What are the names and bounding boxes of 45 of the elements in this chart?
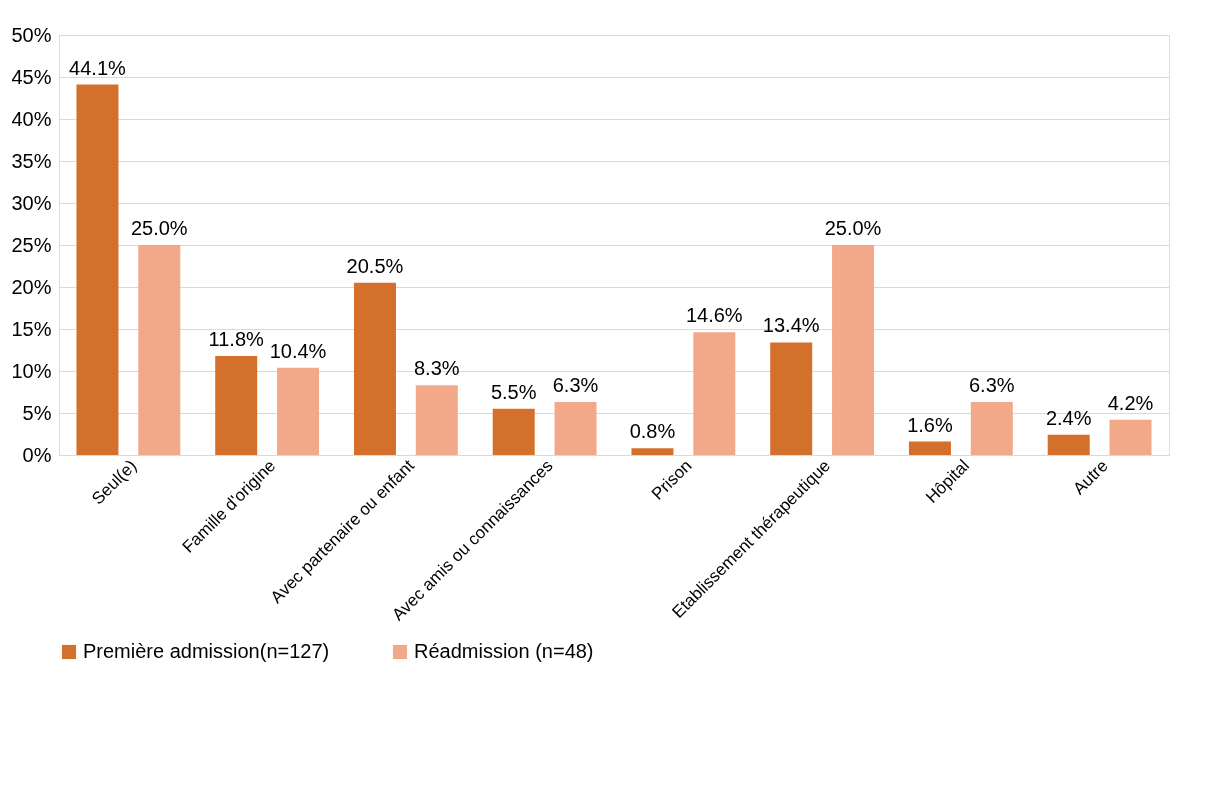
y-tick-label: 5% xyxy=(22,401,52,424)
data-label: 2.4% xyxy=(1045,406,1092,429)
data-label: 1.6% xyxy=(907,413,953,436)
legend-label: Réadmission (n=48) xyxy=(414,640,594,662)
bar xyxy=(138,245,181,455)
bar xyxy=(970,402,1013,455)
bar xyxy=(492,408,535,455)
bar xyxy=(908,441,951,455)
y-tick-label: 35% xyxy=(11,149,52,172)
bar xyxy=(693,332,736,455)
bar xyxy=(76,84,119,455)
data-label: 0.8% xyxy=(629,420,676,443)
bar xyxy=(631,448,674,455)
data-label: 6.3% xyxy=(552,374,599,397)
y-tick-label: 25% xyxy=(11,233,52,256)
data-label: 20.5% xyxy=(346,254,404,277)
bar xyxy=(353,282,396,455)
y-tick-label: 45% xyxy=(11,65,52,88)
y-tick-label: 0% xyxy=(22,443,52,466)
legend-label: Première admission(n=127) xyxy=(83,640,330,662)
bar xyxy=(1109,419,1152,455)
bar xyxy=(277,367,320,455)
bar xyxy=(832,245,875,455)
bar xyxy=(770,342,813,455)
data-label: 25.0% xyxy=(824,217,882,239)
y-tick-label: 30% xyxy=(11,191,52,214)
bar xyxy=(415,385,458,455)
data-label: 11.8% xyxy=(208,327,265,350)
y-tick-label: 20% xyxy=(11,275,52,298)
y-tick-label: 10% xyxy=(11,359,52,382)
y-tick-label: 50% xyxy=(11,23,52,46)
data-label: 25.0% xyxy=(130,217,188,239)
bar xyxy=(554,402,597,455)
data-label: 10.4% xyxy=(269,339,327,362)
y-tick-label: 15% xyxy=(11,317,52,340)
data-label: 44.1% xyxy=(69,56,127,79)
data-label: 5.5% xyxy=(490,380,537,403)
data-label: 14.6% xyxy=(685,304,743,327)
bar xyxy=(1047,434,1090,455)
y-tick-label: 40% xyxy=(11,107,52,130)
data-label: 4.2% xyxy=(1107,391,1154,414)
bar xyxy=(215,355,258,455)
data-label: 13.4% xyxy=(762,314,820,337)
data-label: 6.3% xyxy=(969,374,1015,397)
data-label: 8.3% xyxy=(414,357,460,380)
